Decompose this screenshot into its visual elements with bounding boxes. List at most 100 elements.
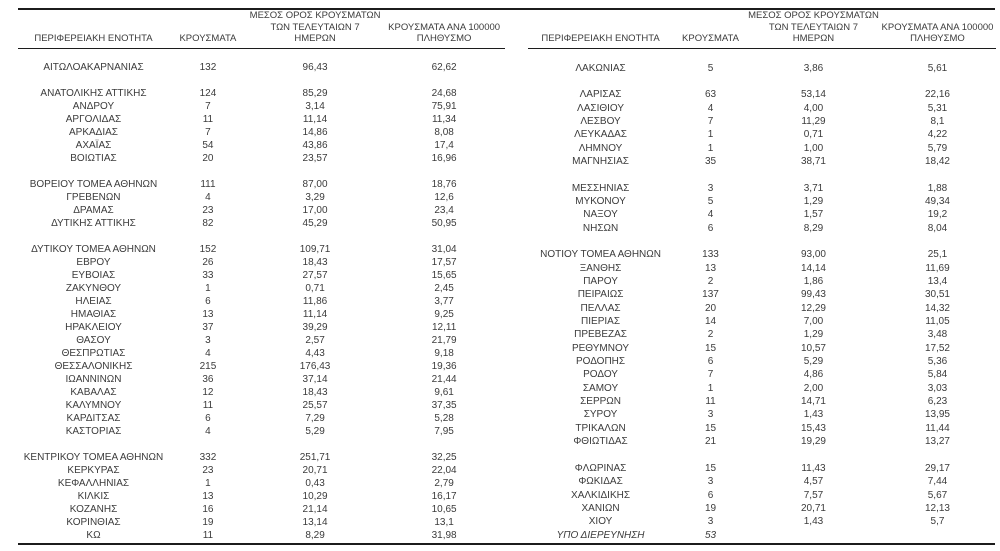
per100k-cell: 31,98 bbox=[431, 530, 457, 541]
region-name-cell: ΕΥΒΟΙΑΣ bbox=[71, 270, 116, 281]
table-row: ΣΥΡΟΥ 3 1,43 13,95 bbox=[528, 408, 996, 421]
avg7-cell: 8,29 bbox=[305, 530, 325, 541]
table-row: ΦΛΩΡΙΝΑΣ 15 11,43 29,17 bbox=[528, 462, 996, 475]
cases-cell: 4 bbox=[205, 192, 211, 203]
table-row: ΠΑΡΟΥ 2 1,86 13,4 bbox=[528, 275, 996, 288]
per100k-cell: 16,96 bbox=[431, 153, 457, 164]
region-name-cell: ΜΥΚΟΝΟΥ bbox=[575, 195, 626, 207]
avg7-cell: 53,14 bbox=[800, 89, 826, 101]
table-row: ΕΒΡΟΥ 26 18,43 17,57 bbox=[18, 256, 505, 269]
avg7-cell: 12,29 bbox=[800, 302, 826, 314]
region-name-cell: ΚΕΦΑΛΛΗΝΙΑΣ bbox=[57, 478, 130, 489]
table-row: ΑΡΚΑΔΙΑΣ 7 14,86 8,08 bbox=[18, 126, 505, 139]
per100k-cell: 13,4 bbox=[927, 276, 948, 288]
table-row: ΦΩΚΙΔΑΣ 3 4,57 7,44 bbox=[528, 475, 996, 488]
table-row: ΝΟΤΙΟΥ ΤΟΜΕΑ ΑΘΗΝΩΝ 133 93,00 25,1 bbox=[528, 248, 996, 261]
per100k-cell: 24,68 bbox=[431, 88, 457, 99]
table-row: ΧΑΝΙΩΝ 19 20,71 12,13 bbox=[528, 502, 996, 515]
table-row: ΑΙΤΩΛΟΑΚΑΡΝΑΝΙΑΣ 132 96,43 62,62 bbox=[18, 61, 505, 74]
column-header-avg7: ΜΕΣΟΣ ΟΡΟΣ ΚΡΟΥΣΜΑΤΩΝ ΤΩΝ ΤΕΛΕΥΤΑΙΩΝ 7 Η… bbox=[747, 10, 879, 49]
region-name-cell: ΚΟΖΑΝΗΣ bbox=[69, 504, 118, 515]
avg7-cell: 176,43 bbox=[299, 361, 331, 372]
avg7-cell: 11,14 bbox=[302, 309, 328, 320]
per100k-cell: 3,48 bbox=[927, 329, 948, 341]
cases-cell: 14 bbox=[704, 316, 717, 328]
region-name-cell: ΑΧΑΪΑΣ bbox=[75, 140, 112, 151]
region-name-cell: ΦΛΩΡΙΝΑΣ bbox=[574, 462, 627, 474]
avg7-cell: 87,00 bbox=[302, 179, 328, 190]
spacer-row bbox=[528, 48, 996, 61]
region-name-cell: ΧΑΝΙΩΝ bbox=[581, 502, 620, 514]
per100k-cell: 5,7 bbox=[930, 516, 945, 528]
table-row: ΡΟΔΟΥ 7 4,86 5,84 bbox=[528, 368, 996, 381]
cases-cell: 7 bbox=[707, 369, 714, 381]
region-name-cell: ΠΑΡΟΥ bbox=[583, 276, 618, 288]
column-header-per100k: ΚΡΟΥΣΜΑΤΑ ΑΝΑ 100000 ΠΛΗΘΥΣΜΟ bbox=[878, 10, 996, 49]
avg7-cell: 4,86 bbox=[803, 369, 824, 381]
region-name-cell: ΝΟΤΙΟΥ ΤΟΜΕΑ ΑΘΗΝΩΝ bbox=[540, 249, 661, 261]
per100k-cell: 14,32 bbox=[924, 302, 950, 314]
region-name-cell: ΠΙΕΡΙΑΣ bbox=[581, 316, 621, 328]
per100k-cell: 2,79 bbox=[434, 478, 454, 489]
cases-cell: 26 bbox=[202, 257, 214, 268]
avg7-cell: 23,57 bbox=[302, 153, 328, 164]
right-region-table: ΠΕΡΙΦΕΡΕΙΑΚΗ ΕΝΟΤΗΤΑ ΚΡΟΥΣΜΑΤΑ ΜΕΣΟΣ ΟΡΟ… bbox=[528, 10, 996, 542]
avg7-cell: 85,29 bbox=[302, 88, 328, 99]
per100k-cell: 9,61 bbox=[434, 387, 454, 398]
region-name-cell: ΘΑΣΟΥ bbox=[76, 335, 111, 346]
per100k-cell: 50,95 bbox=[431, 218, 457, 229]
per100k-cell: 9,18 bbox=[434, 348, 454, 359]
cases-cell: 37 bbox=[202, 322, 214, 333]
avg7-cell: 18,43 bbox=[302, 387, 328, 398]
spacer-row bbox=[528, 168, 996, 181]
avg7-cell: 43,86 bbox=[302, 140, 328, 151]
spacer-row bbox=[18, 48, 505, 61]
table-row: ΗΡΑΚΛΕΙΟΥ 37 39,29 12,11 bbox=[18, 321, 505, 334]
per100k-cell: 5,36 bbox=[927, 356, 948, 368]
region-name-cell: ΣΥΡΟΥ bbox=[583, 409, 618, 421]
region-name-cell: ΡΟΔΟΥ bbox=[583, 369, 618, 381]
avg7-cell: 18,43 bbox=[302, 257, 328, 268]
table-row: ΥΠΟ ΔΙΕΡΕΥΝΗΣΗ 53 bbox=[528, 528, 996, 542]
cases-cell: 35 bbox=[704, 155, 717, 167]
per100k-cell: 17,4 bbox=[434, 140, 454, 151]
cases-cell: 4 bbox=[205, 426, 211, 437]
cases-cell: 111 bbox=[200, 179, 216, 190]
avg7-cell: 39,29 bbox=[302, 322, 328, 333]
avg7-cell: 99,43 bbox=[800, 289, 826, 301]
table-row: ΙΩΑΝΝΙΝΩΝ 36 37,14 21,44 bbox=[18, 373, 505, 386]
cases-cell: 332 bbox=[199, 452, 217, 463]
cases-cell: 13 bbox=[704, 262, 717, 274]
per100k-cell: 7,95 bbox=[434, 426, 454, 437]
column-header-cases: ΚΡΟΥΣΜΑΤΑ bbox=[168, 10, 247, 49]
avg7-cell: 1,29 bbox=[803, 329, 824, 341]
avg7-cell: 8,29 bbox=[803, 222, 824, 234]
table-row: ΗΛΕΙΑΣ 6 11,86 3,77 bbox=[18, 295, 505, 308]
region-name-cell: ΧΑΛΚΙΔΙΚΗΣ bbox=[571, 489, 631, 501]
per100k-cell: 2,45 bbox=[434, 283, 454, 294]
per100k-cell: 31,04 bbox=[431, 244, 457, 255]
per100k-cell: 5,79 bbox=[927, 142, 948, 154]
spacer-cell bbox=[18, 165, 505, 178]
per100k-cell: 5,31 bbox=[927, 102, 948, 114]
cases-cell: 3 bbox=[707, 476, 714, 488]
table-row: ΚΕΦΑΛΛΗΝΙΑΣ 1 0,43 2,79 bbox=[18, 477, 505, 490]
per100k-cell: 8,04 bbox=[927, 222, 948, 234]
avg7-cell: 14,14 bbox=[800, 262, 826, 274]
per100k-cell: 5,61 bbox=[927, 62, 948, 74]
avg7-cell: 4,43 bbox=[305, 348, 325, 359]
table-row: ΚΙΛΚΙΣ 13 10,29 16,17 bbox=[18, 490, 505, 503]
cases-cell: 4 bbox=[205, 348, 211, 359]
per100k-cell: 8,08 bbox=[434, 127, 454, 138]
avg7-cell: 19,29 bbox=[800, 436, 826, 448]
cases-cell: 3 bbox=[707, 409, 714, 421]
cases-cell: 11 bbox=[202, 400, 214, 411]
per100k-cell: 49,34 bbox=[924, 195, 950, 207]
cases-cell: 3 bbox=[707, 516, 714, 528]
table-row: ΚΑΣΤΟΡΙΑΣ 4 5,29 7,95 bbox=[18, 425, 505, 438]
table-row: ΒΟΙΩΤΙΑΣ 20 23,57 16,96 bbox=[18, 152, 505, 165]
cases-cell: 137 bbox=[702, 289, 719, 301]
table-row: ΚΟΡΙΝΘΙΑΣ 19 13,14 13,1 bbox=[18, 516, 505, 529]
avg7-cell: 17,00 bbox=[302, 205, 328, 216]
avg7-cell: 3,29 bbox=[305, 192, 325, 203]
